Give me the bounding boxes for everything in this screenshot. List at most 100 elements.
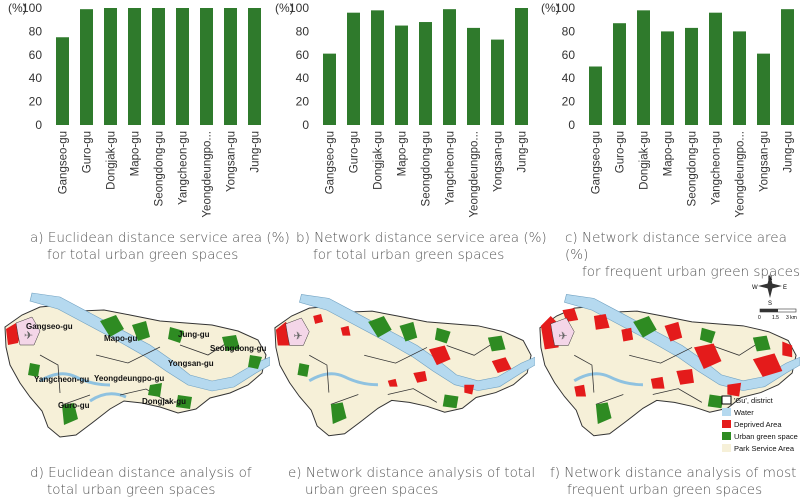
bar — [80, 9, 93, 126]
bar — [637, 10, 650, 126]
x-tick-label: Dongjak-gu — [373, 131, 385, 190]
green-space — [28, 315, 262, 425]
y-axis-label: (%) — [275, 1, 294, 15]
caption-d-line2: total urban green spaces — [47, 482, 216, 498]
x-tick-label: Yongsan-gu — [759, 131, 771, 192]
caption-c-line2: for frequent urban green spaces — [582, 264, 800, 280]
label-dongjak: Dongjak-gu — [142, 397, 186, 406]
bar — [395, 25, 408, 125]
bar — [685, 27, 698, 125]
bar — [661, 31, 674, 125]
map-d: ✈ Gangseo-gu Mapo-gu Jung-gu Seongdong-g… — [4, 292, 271, 438]
legend-swatch-green — [722, 432, 731, 440]
x-tick-label: Yangcheon-gu — [178, 131, 190, 205]
bar — [200, 8, 213, 125]
legend-swatch-district — [721, 395, 732, 405]
y-tick-label: 0 — [35, 118, 42, 132]
x-tick-label: Dongjak-gu — [639, 131, 651, 190]
bar — [371, 10, 384, 126]
caption-b-line2: for total urban green spaces — [313, 247, 505, 263]
scale-0: 0 — [758, 315, 761, 321]
deprived-area — [540, 308, 793, 397]
bar — [709, 12, 722, 125]
compass-needle — [758, 283, 782, 289]
label-gangseo: Gangseo-gu — [26, 322, 73, 331]
x-tick-label: Yongsan-gu — [226, 131, 238, 192]
legend-swatch-water — [722, 408, 731, 416]
district-line — [574, 341, 761, 405]
district-line — [39, 340, 231, 406]
legend-swatch-deprived — [722, 420, 731, 428]
bar — [515, 8, 528, 125]
airport-icon: ✈ — [24, 330, 33, 342]
caption-f-line1: f) Network distance analysis of most — [550, 465, 797, 481]
y-tick-label: 20 — [562, 95, 576, 109]
legend-label-deprived: Deprived Area — [734, 420, 782, 429]
y-tick-label: 100 — [555, 1, 575, 15]
x-tick-label: Yangcheon-gu — [445, 131, 457, 205]
compass-n: N — [768, 276, 772, 282]
stream — [89, 392, 127, 403]
airport-area — [550, 317, 575, 346]
legend-label-green: Urban green space — [734, 432, 798, 441]
x-tick-label: Jung-gu — [783, 131, 795, 173]
stream — [39, 372, 111, 387]
chart-panel-b: (%) 0 20 40 60 80 100 Gangseo-gu Guro-gu Dongjak-… — [267, 0, 534, 225]
bar — [248, 8, 261, 125]
bar — [733, 31, 746, 125]
bar — [347, 12, 360, 125]
scale-1: 1.5 — [772, 315, 779, 321]
airport-icon: ✈ — [559, 331, 568, 343]
compass-scale: N S E W 0 1.5 3 km — [752, 272, 800, 322]
caption-f-line2: frequent urban green spaces — [567, 482, 763, 498]
caption-b-line1: b) Network distance service area (%) — [296, 230, 547, 246]
bar — [104, 8, 117, 125]
y-axis-label: (%) — [541, 1, 560, 15]
y-tick-label: 40 — [296, 71, 310, 85]
x-tick-label: Yangcheon-gu — [711, 131, 723, 205]
y-tick-label: 40 — [562, 71, 576, 85]
x-tick-label: Gangseo-gu — [591, 131, 603, 194]
bar — [224, 8, 237, 125]
y-axis-label: (%) — [8, 1, 27, 15]
scale-bar-fill — [760, 309, 778, 312]
caption-e: e) Network distance analysis of total ur… — [288, 465, 535, 499]
legend-label-water: Water — [734, 408, 754, 417]
caption-c-line1: c) Network distance service area (%) — [565, 230, 787, 263]
legend-label-park: Park Service Area — [734, 444, 795, 453]
caption-b: b) Network distance service area (%) for… — [296, 230, 547, 264]
x-tick-label: Mapo-gu — [663, 131, 675, 176]
bar — [781, 9, 794, 126]
x-tick-label: Jung-gu — [250, 131, 262, 173]
map-panel-d: ✈ Gangseo-gu Mapo-gu Jung-gu Seongdong-g… — [0, 285, 271, 455]
x-tick-label: Mapo-gu — [130, 131, 142, 176]
legend-svg: 'Gu', district Water Deprived Area Urban… — [721, 395, 798, 453]
map-d-base: ✈ — [4, 292, 271, 438]
bar — [443, 9, 456, 126]
x-tick-label: Yongsan-gu — [493, 131, 505, 192]
label-jung: Jung-gu — [178, 330, 210, 339]
y-tick-label: 80 — [296, 24, 310, 38]
scale-2: 3 km — [786, 315, 797, 321]
bar-chart-c: (%) 0 20 40 60 80 100 Gangseo-gu Guro-gu Dongjak-… — [541, 1, 795, 218]
x-tick-label: Jung-gu — [517, 131, 529, 173]
caption-e-line2: urban green spaces — [305, 482, 439, 498]
bar-chart-a: (%) 0 20 40 60 80 100 Gangseo-gu Guro-gu Dongjak-… — [8, 1, 262, 218]
legend-item: Water — [722, 408, 754, 417]
y-tick-label: 60 — [296, 48, 310, 62]
x-tick-label: Seongdong-gu — [154, 131, 166, 206]
bar — [491, 39, 504, 126]
bar — [176, 8, 189, 125]
caption-d-line1: d) Euclidean distance analysis of — [30, 465, 252, 481]
map-panel-f: ✈ — [535, 285, 800, 455]
caption-f: f) Network distance analysis of most fre… — [550, 465, 796, 499]
y-tick-label: 100 — [289, 1, 309, 15]
bar — [589, 66, 602, 125]
label-yangcheon: Yangcheon-gu — [34, 375, 89, 384]
compass-e: E — [783, 285, 787, 291]
x-tick-label: Guro-gu — [82, 131, 94, 173]
legend-item: Urban green space — [722, 432, 798, 441]
x-tick-label: Guro-gu — [615, 131, 627, 173]
airport-icon: ✈ — [294, 331, 303, 343]
legend-item: Park Service Area — [722, 444, 795, 453]
